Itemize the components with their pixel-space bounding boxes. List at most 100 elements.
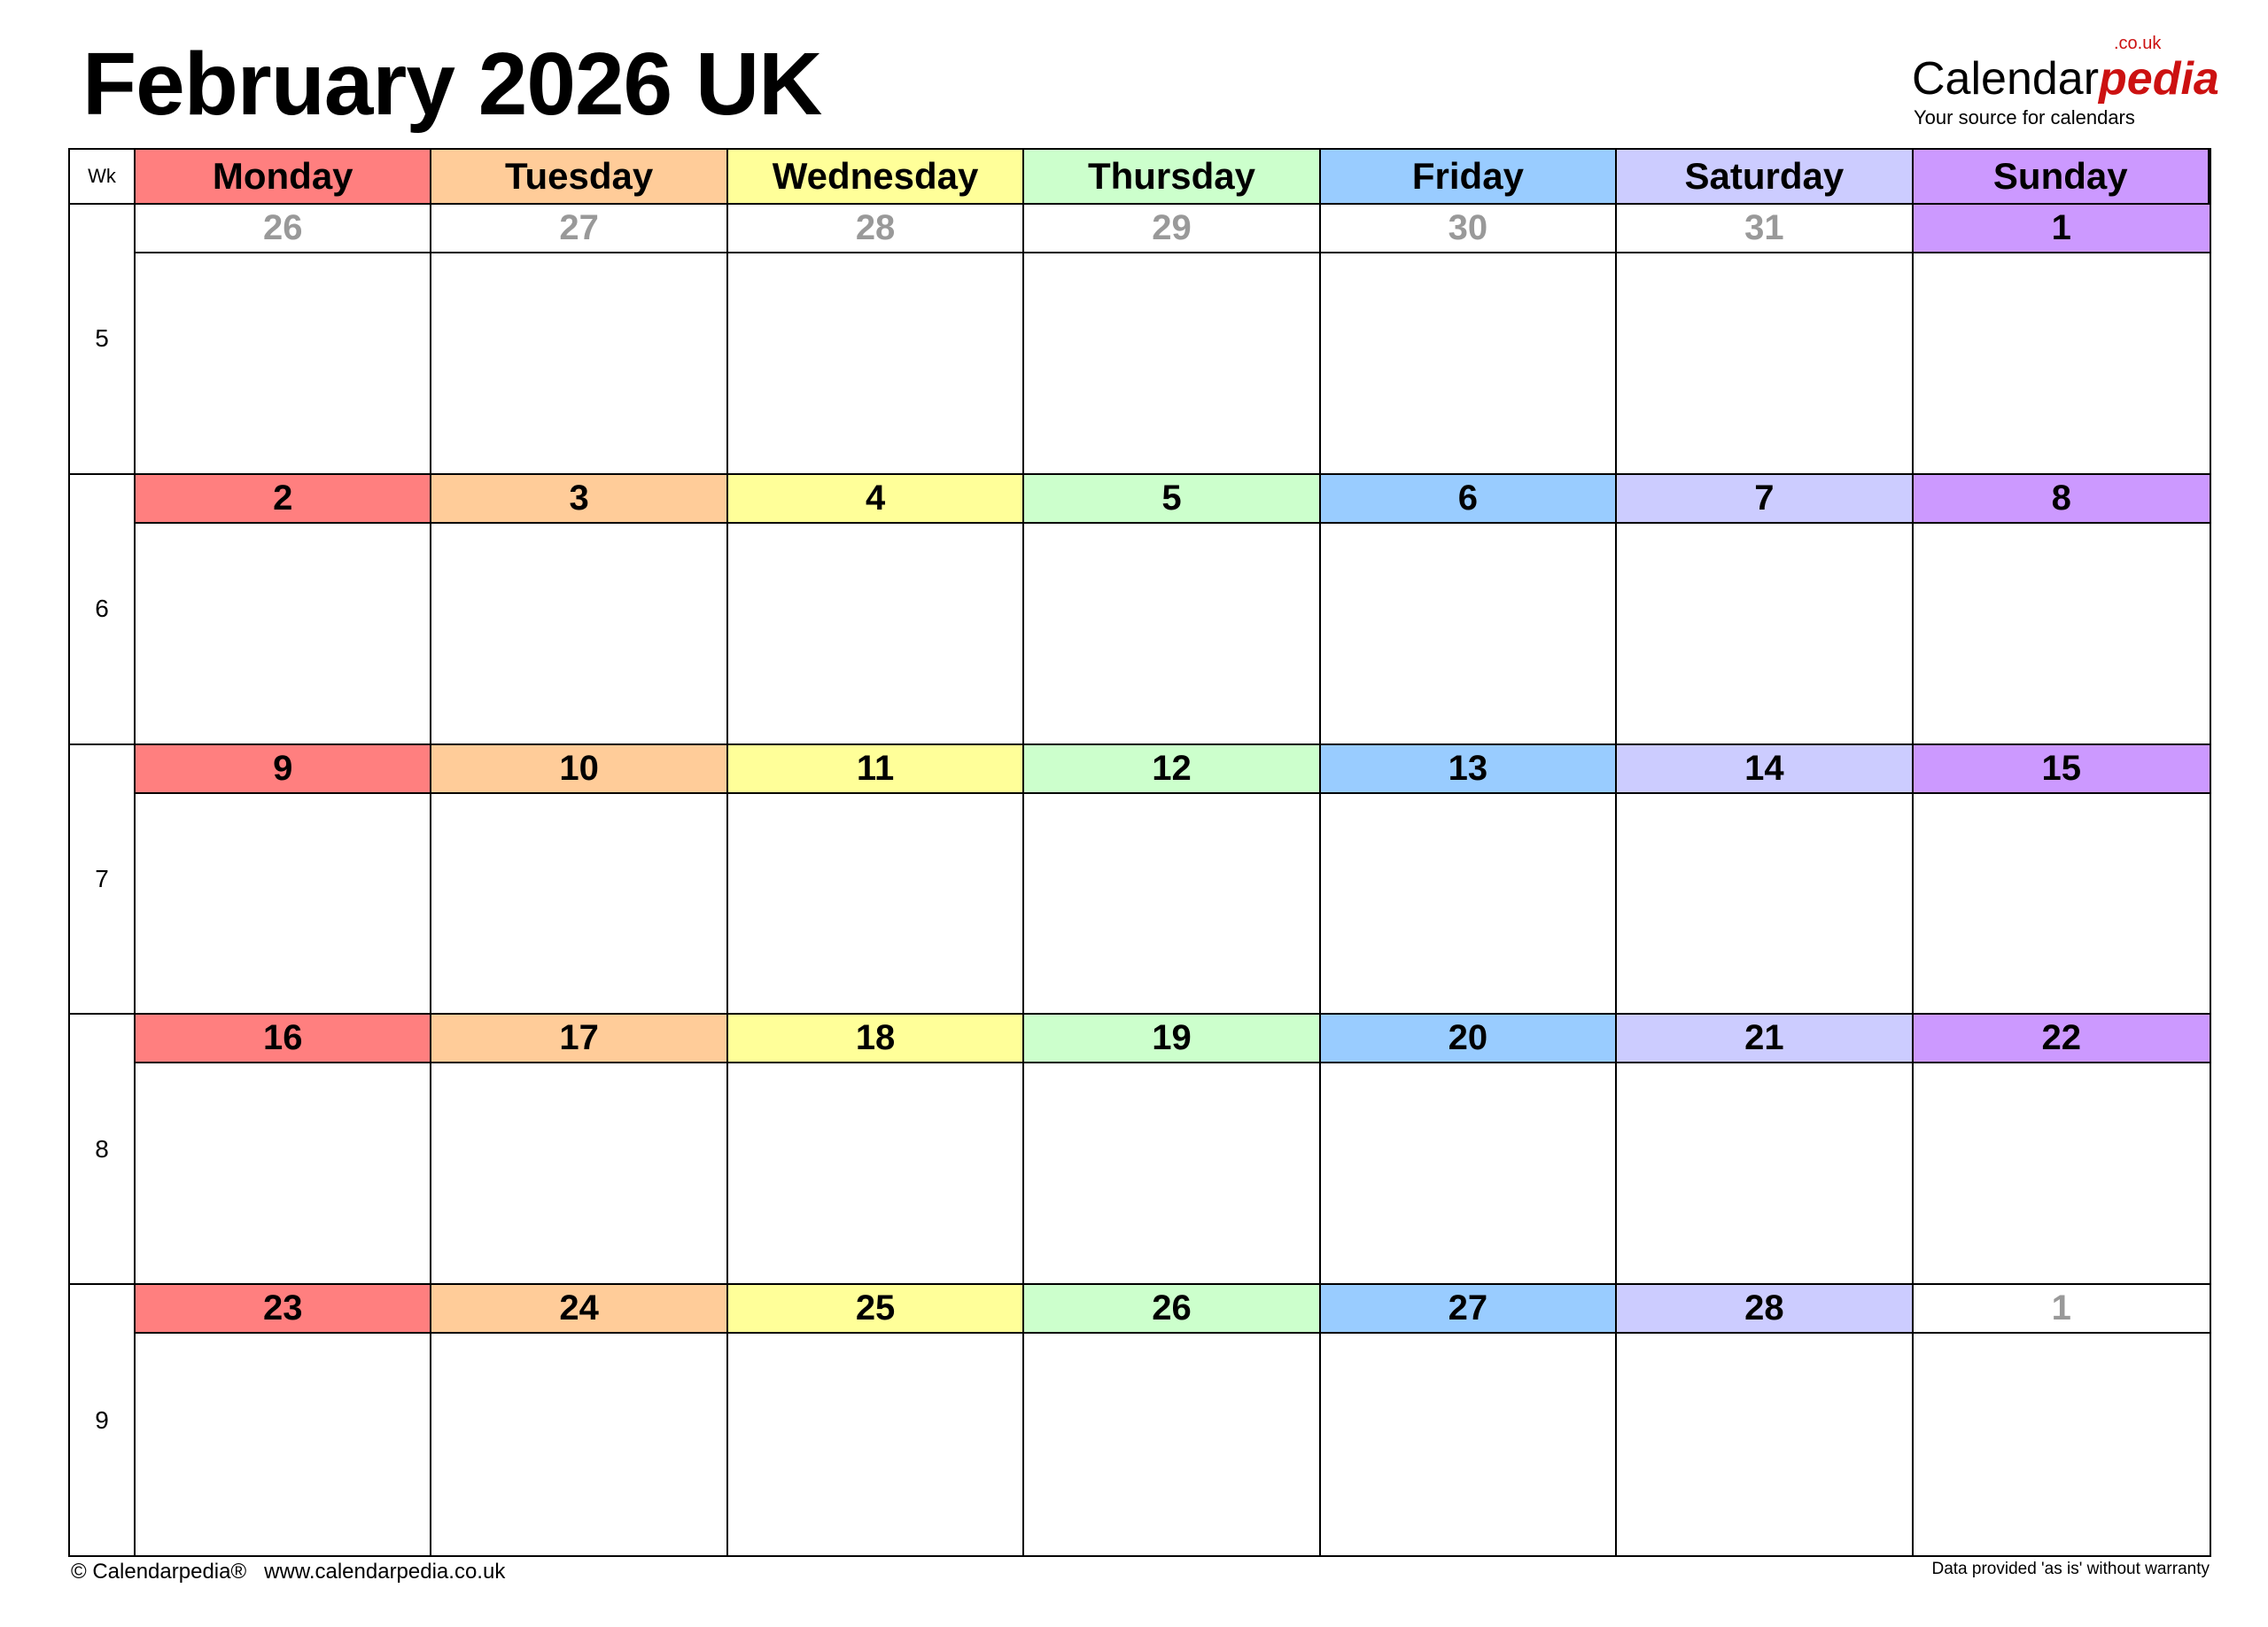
date-number: 8 [1913,474,2210,524]
day-notes-area[interactable] [1617,253,1911,473]
day-header-saturday: Saturday [1617,150,1914,205]
date-number: 24 [431,1285,726,1335]
day-cell[interactable]: 11 [727,744,1025,1016]
day-cell[interactable]: 21 [1617,1015,1914,1286]
day-notes-area[interactable] [728,253,1022,473]
day-cell[interactable]: 27 [1320,1285,1618,1555]
day-notes-area[interactable] [136,524,430,743]
day-notes-area[interactable] [1914,253,2210,473]
day-cell[interactable]: 12 [1024,744,1321,1016]
day-notes-area[interactable] [1617,524,1911,743]
day-header-thursday: Thursday [1024,150,1321,205]
day-header-wednesday: Wednesday [727,150,1025,205]
date-number: 11 [727,744,1023,794]
date-number: 6 [1320,474,1616,524]
day-notes-area[interactable] [1914,1334,2210,1555]
day-notes-area[interactable] [1914,1063,2210,1283]
day-notes-area[interactable] [431,524,726,743]
date-number: 12 [1024,744,1319,794]
calendar-grid: Wk Monday Tuesday Wednesday Thursday Friday S… [68,148,2211,1557]
date-number: 29 [1024,205,1319,253]
day-notes-area[interactable] [1914,524,2210,743]
day-notes-area[interactable] [728,794,1022,1014]
day-notes-area[interactable] [136,1063,430,1283]
date-number: 13 [1320,744,1616,794]
day-cell[interactable]: 5 [1024,474,1321,745]
day-notes-area[interactable] [1321,794,1615,1014]
day-cell[interactable]: 14 [1617,744,1914,1016]
day-notes-area[interactable] [136,253,430,473]
day-cell[interactable]: 17 [431,1015,728,1286]
day-notes-area[interactable] [431,1063,726,1283]
logo-wordmark: Calendarpedia [1912,55,2219,103]
day-cell[interactable]: 3 [431,474,728,745]
day-cell[interactable]: 2 [136,474,432,745]
logo-main-text: Calendar [1912,53,2100,105]
day-notes-area[interactable] [728,1063,1022,1283]
day-cell[interactable]: 23 [136,1285,432,1555]
day-cell[interactable]: 25 [727,1285,1025,1555]
day-notes-area[interactable] [431,794,726,1014]
day-notes-area[interactable] [1024,1063,1318,1283]
day-notes-area[interactable] [136,1334,430,1555]
day-cell[interactable]: 13 [1320,744,1618,1016]
day-cell[interactable]: 9 [136,744,432,1016]
day-cell[interactable]: 28 [1617,1285,1914,1555]
date-number: 22 [1913,1015,2210,1064]
day-cell[interactable]: 4 [727,474,1025,745]
day-cell[interactable]: 10 [431,744,728,1016]
date-number: 9 [136,744,431,794]
week-number: 8 [70,1015,136,1286]
day-cell[interactable]: 26 [1024,1285,1321,1555]
day-notes-area[interactable] [1321,1334,1615,1555]
logo-accent-text: pedia [2099,53,2219,105]
day-notes-area[interactable] [1617,1334,1911,1555]
day-cell[interactable]: 30 [1320,205,1618,475]
day-notes-area[interactable] [1321,524,1615,743]
day-cell[interactable]: 19 [1024,1015,1321,1286]
date-number: 30 [1320,205,1616,253]
day-notes-area[interactable] [1024,253,1318,473]
day-cell[interactable]: 1 [1913,1285,2210,1555]
day-notes-area[interactable] [1914,794,2210,1014]
day-cell[interactable]: 7 [1617,474,1914,745]
day-notes-area[interactable] [728,1334,1022,1555]
day-cell[interactable]: 27 [431,205,728,475]
day-cell[interactable]: 1 [1913,205,2210,475]
date-number: 27 [431,205,726,253]
day-cell[interactable]: 16 [136,1015,432,1286]
day-notes-area[interactable] [728,524,1022,743]
day-notes-area[interactable] [431,253,726,473]
day-notes-area[interactable] [1617,794,1911,1014]
day-cell[interactable]: 28 [727,205,1025,475]
day-cell[interactable]: 24 [431,1285,728,1555]
day-cell[interactable]: 22 [1913,1015,2210,1286]
day-cell[interactable]: 8 [1913,474,2210,745]
date-number: 4 [727,474,1023,524]
date-number: 19 [1024,1015,1319,1064]
day-cell[interactable]: 26 [136,205,432,475]
date-number: 14 [1617,744,1912,794]
day-cell[interactable]: 20 [1320,1015,1618,1286]
day-notes-area[interactable] [136,794,430,1014]
date-number: 15 [1913,744,2210,794]
week-number: 5 [70,205,136,475]
day-notes-area[interactable] [1024,794,1318,1014]
date-number: 17 [431,1015,726,1064]
day-cell[interactable]: 31 [1617,205,1914,475]
day-notes-area[interactable] [1321,253,1615,473]
day-cell[interactable]: 18 [727,1015,1025,1286]
day-notes-area[interactable] [431,1334,726,1555]
day-header-sunday: Sunday [1913,150,2210,205]
date-number: 27 [1320,1285,1616,1335]
day-cell[interactable]: 6 [1320,474,1618,745]
day-header-friday: Friday [1320,150,1618,205]
day-cell[interactable]: 15 [1913,744,2210,1016]
day-notes-area[interactable] [1024,1334,1318,1555]
footer-copyright: © Calendarpedia® www.calendarpedia.co.uk [71,1560,506,1584]
day-notes-area[interactable] [1321,1063,1615,1283]
day-cell[interactable]: 29 [1024,205,1321,475]
calendarpedia-logo[interactable]: .co.uk Calendarpedia Your source for cal… [1912,34,2219,133]
day-notes-area[interactable] [1024,524,1318,743]
day-notes-area[interactable] [1617,1063,1911,1283]
